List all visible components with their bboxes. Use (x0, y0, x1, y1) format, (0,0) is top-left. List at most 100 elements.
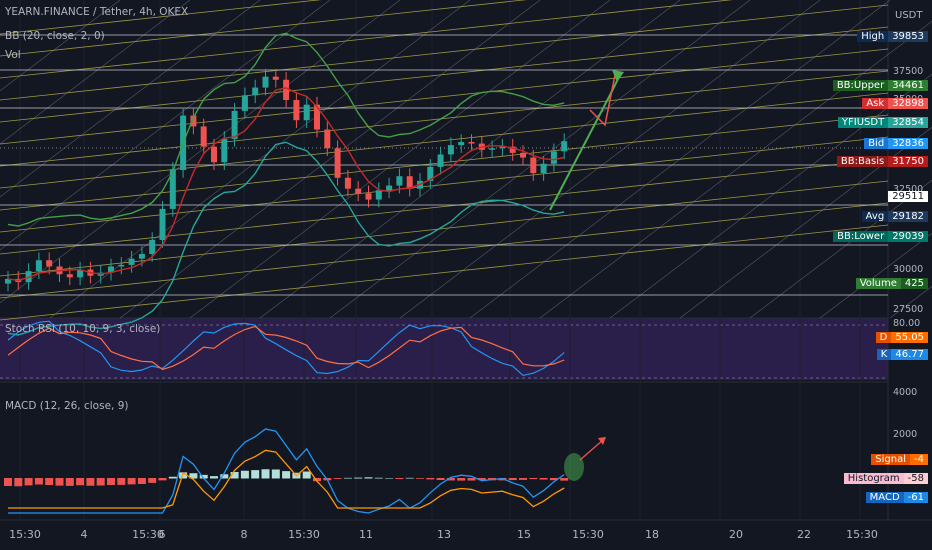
macd-histogram-bar (405, 477, 414, 479)
price-tag-bb-basis[interactable]: BB:Basis 31750 (836, 154, 928, 169)
macd-histogram-bar (477, 478, 486, 481)
macd-histogram-bar (148, 478, 157, 483)
macd-histogram-bar (354, 477, 363, 479)
price-tag-value: 425 (900, 278, 928, 289)
candle (344, 177, 351, 189)
trend-line (0, 224, 889, 321)
price-tag-bid[interactable]: Bid 32836 (864, 136, 928, 151)
candle (386, 185, 393, 191)
price-axis-tick: 27500 (893, 304, 923, 315)
macd-histogram-bar (539, 478, 548, 480)
candle (437, 154, 444, 167)
trend-line (469, 0, 891, 319)
macd-histogram-bar (457, 478, 466, 481)
price-tag-ask[interactable]: Ask 32898 (862, 96, 928, 111)
stoch-k-tag[interactable]: K 46.77 (876, 347, 928, 362)
trend-line (0, 26, 889, 123)
x-axis-label: 20 (729, 528, 743, 541)
candle (458, 142, 465, 146)
macd-macd-tag[interactable]: MACD -61 (865, 490, 928, 505)
price-tag-yfiusdt[interactable]: YFIUSDT 32854 (837, 115, 928, 130)
trend-line (609, 73, 932, 319)
macd-histogram-tag[interactable]: Histogram -58 (843, 471, 928, 486)
bb-indicator-label[interactable]: BB (20, close, 2, 0) (5, 30, 105, 42)
macd-axis-tick: 2000 (893, 429, 917, 440)
macd-histogram-bar (230, 472, 239, 479)
price-axis-tick: 30000 (893, 264, 923, 275)
candle (530, 157, 537, 174)
x-axis-label: 22 (797, 528, 811, 541)
macd-histogram-bar (508, 478, 517, 481)
price-tag-name: Volume (855, 278, 901, 289)
macd-histogram-bar (4, 478, 12, 486)
macd-histogram-bar (34, 478, 43, 485)
arrow-head (612, 70, 624, 82)
candle (118, 264, 125, 267)
price-tag-bb-lower[interactable]: BB:Lower 29039 (833, 229, 928, 244)
candle (231, 110, 238, 139)
candle (406, 176, 413, 189)
macd-histogram-bar (117, 478, 126, 485)
macd-histogram-tag-name: Histogram (843, 473, 904, 484)
x-axis-label: 15:30 (288, 528, 320, 541)
trend-line (0, 4, 889, 101)
macd-histogram-bar (76, 478, 85, 486)
candle (427, 166, 434, 181)
trend-line (0, 0, 331, 251)
trend-line (819, 232, 932, 319)
macd-histogram-bar (374, 477, 383, 479)
macd-histogram-bar (446, 478, 455, 481)
price-tag-volume[interactable]: Volume 425 (855, 276, 928, 291)
price-tag-name: Ask (862, 98, 889, 109)
candle (221, 138, 228, 163)
arrow-head (598, 437, 606, 445)
trend-line (189, 0, 611, 319)
stoch-d-tag-value: 55.05 (891, 332, 928, 343)
price-tag-value: 32854 (888, 117, 928, 128)
price-tag-name: High (857, 31, 889, 42)
price-tag-name: BB:Upper (832, 80, 889, 91)
x-axis-label: 15:30 (572, 528, 604, 541)
candle (509, 146, 516, 153)
macd-histogram-bar (271, 469, 280, 479)
price-tag-level[interactable]: 29511 (888, 189, 928, 204)
trend-line (259, 0, 681, 319)
trend-line (0, 48, 889, 145)
macd-label[interactable]: MACD (12, 26, close, 9) (5, 400, 129, 412)
stoch-rsi-label[interactable]: Stoch RSI (10, 10, 9, 3, close) (5, 323, 161, 335)
macd-histogram-bar (210, 476, 218, 479)
macd-histogram-bar (55, 478, 64, 486)
candle (77, 269, 84, 278)
stoch-pane-bg (0, 318, 888, 380)
price-tag-high[interactable]: High 39853 (857, 29, 928, 44)
macd-histogram-bar (158, 478, 167, 481)
candle (314, 104, 320, 130)
trend-line (0, 0, 191, 145)
price-axis-tick: 32500 (893, 184, 923, 195)
candle (190, 115, 197, 127)
candle (550, 151, 557, 164)
price-tag-value: 29511 (888, 191, 928, 202)
stoch-d-tag[interactable]: D 55.05 (875, 330, 928, 345)
macd-histogram-bar (96, 478, 105, 486)
bb-upper-line (7, 32, 565, 227)
stoch-k-tag-value: 46.77 (891, 349, 928, 360)
candle (375, 190, 382, 200)
chart-title: YEARN.FINANCE / Tether, 4h, OKEX (5, 6, 189, 18)
macd-signal-tag[interactable]: Signal -4 (871, 452, 928, 467)
x-axis-label: 15:30 (132, 528, 164, 541)
macd-histogram-bar (436, 478, 445, 480)
volume-indicator-label[interactable]: Vol (5, 49, 21, 61)
macd-macd-tag-name: MACD (865, 492, 904, 503)
trend-line (329, 0, 751, 319)
candle (540, 163, 547, 174)
price-tag-avg[interactable]: Avg 29182 (861, 209, 928, 224)
candle (66, 274, 73, 278)
macd-histogram-bar (426, 478, 435, 480)
price-tag-bb-upper[interactable]: BB:Upper 34461 (832, 78, 928, 93)
candle (468, 142, 475, 144)
trend-line (0, 158, 889, 255)
macd-histogram-bar (24, 478, 33, 486)
trend-line (0, 0, 261, 198)
